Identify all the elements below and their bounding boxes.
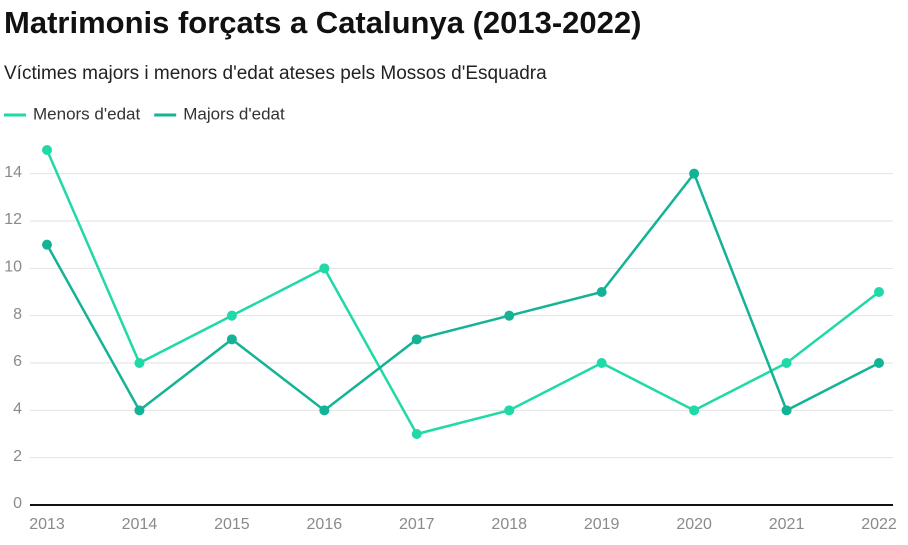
y-tick-label: 14: [4, 164, 22, 181]
x-tick-label: 2016: [307, 516, 343, 533]
y-tick-label: 12: [4, 211, 22, 228]
x-tick-label: 2021: [769, 516, 805, 533]
y-tick-label: 4: [13, 401, 22, 418]
series-line: [45, 149, 880, 436]
data-point: [42, 239, 52, 250]
data-point: [689, 168, 700, 179]
x-tick-label: 2017: [399, 516, 435, 533]
x-tick-label: 2014: [122, 516, 158, 533]
x-tick-label: 2019: [584, 516, 620, 533]
data-point: [596, 287, 607, 297]
series-line: [45, 171, 880, 413]
data-point: [411, 429, 422, 439]
data-point: [411, 334, 422, 345]
data-point: [134, 358, 145, 368]
chart-title: Matrimonis forçats a Catalunya (2013-202…: [4, 5, 641, 40]
data-point: [134, 405, 145, 416]
data-point: [874, 287, 884, 297]
data-point: [781, 405, 792, 416]
data-point: [781, 358, 792, 368]
chart-subtitle: Víctimes majors i menors d'edat ateses p…: [4, 63, 547, 84]
data-point: [319, 263, 330, 274]
y-tick-label: 0: [13, 495, 22, 512]
x-tick-label: 2020: [676, 516, 712, 533]
data-point: [874, 358, 884, 368]
data-point: [504, 405, 515, 416]
legend-label: Menors d'edat: [33, 104, 140, 123]
y-tick-label: 8: [13, 306, 22, 323]
x-tick-label: 2015: [214, 516, 250, 533]
x-tick-label: 2022: [861, 516, 897, 533]
data-point: [226, 310, 237, 321]
legend-label: Majors d'edat: [183, 104, 285, 123]
data-point: [689, 405, 700, 416]
data-point: [42, 145, 52, 155]
y-tick-label: 6: [13, 353, 22, 370]
data-point: [504, 310, 515, 321]
data-point: [226, 334, 237, 345]
x-tick-label: 2013: [29, 516, 65, 533]
data-point: [319, 405, 330, 416]
y-tick-label: 10: [4, 259, 22, 276]
data-point: [596, 358, 607, 368]
y-tick-label: 2: [13, 448, 22, 465]
x-tick-label: 2018: [491, 516, 527, 533]
